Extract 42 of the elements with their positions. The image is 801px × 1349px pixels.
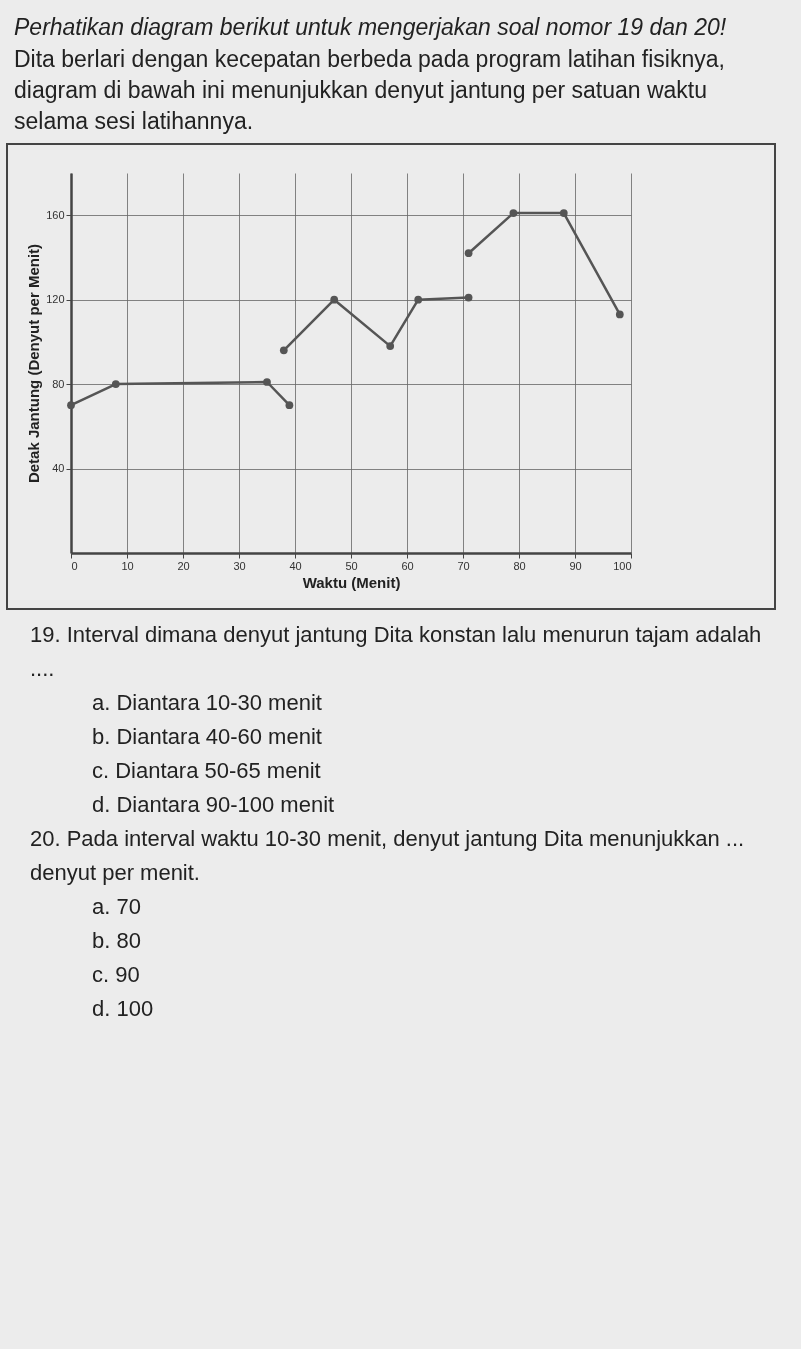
point xyxy=(263,378,271,386)
text: c. Diantara 50-65 menit xyxy=(91,757,322,785)
point xyxy=(279,346,288,355)
y-tick-label: 160 xyxy=(46,208,65,221)
text: b. 80 xyxy=(91,927,142,955)
y-tick-label: 40 xyxy=(52,462,65,475)
y-tick-label: 120 xyxy=(46,293,65,306)
point xyxy=(464,249,473,258)
text: 19. Interval dimana denyut jantung Dita konstan lalu menurun tajam adalah .... xyxy=(30,621,763,683)
point xyxy=(615,310,624,319)
x-tick-label: 50 xyxy=(345,559,358,572)
x-tick-label: 10 xyxy=(121,559,134,572)
y-tick-label: 80 xyxy=(52,377,65,390)
point xyxy=(111,380,120,388)
text: d. 100 xyxy=(91,995,155,1023)
text: 20. Pada interval waktu 10-30 menit, denyut jantung Dita menunjukkan ... denyut per menit. xyxy=(30,825,746,887)
text: d. Diantara 90-100 menit xyxy=(91,791,336,819)
x-tick-label: 60 xyxy=(401,559,414,572)
text: b. Diantara 40-60 menit xyxy=(91,723,323,751)
point xyxy=(386,342,395,350)
text: c. 90 xyxy=(91,961,141,989)
point xyxy=(67,401,75,410)
point xyxy=(464,293,473,302)
text: a. Diantara 10-30 menit xyxy=(91,689,323,717)
x-tick-label: 40 xyxy=(289,559,302,572)
x-tick-label: 70 xyxy=(457,559,470,572)
y-axis-title: Detak Jantung (Denyut per Menit) xyxy=(25,243,43,484)
x-tick-label: 80 xyxy=(513,559,526,572)
x-tick-label: 30 xyxy=(233,559,246,572)
point xyxy=(414,295,423,304)
point xyxy=(330,295,339,304)
text: a. 70 xyxy=(91,893,142,921)
point xyxy=(559,209,568,217)
point xyxy=(509,209,518,217)
point xyxy=(285,401,294,410)
x-tick-label: 0 xyxy=(71,559,78,572)
chart-subtitle: Dita berlari dengan kecepatan berbeda pada program latihan fisiknya, diagram di bawah ini menunjukkan denyut jantung per satuan waktu selama sesi latihannya. xyxy=(13,45,726,136)
chart-title: Perhatikan diagram berikut untuk mengerjakan soal nomor 19 dan 20! xyxy=(13,13,728,42)
x-tick-label: 100 xyxy=(613,559,632,572)
x-axis-title: Waktu (Menit) xyxy=(302,573,401,591)
x-tick-label: 90 xyxy=(569,559,582,572)
x-tick-label: 20 xyxy=(177,559,190,572)
